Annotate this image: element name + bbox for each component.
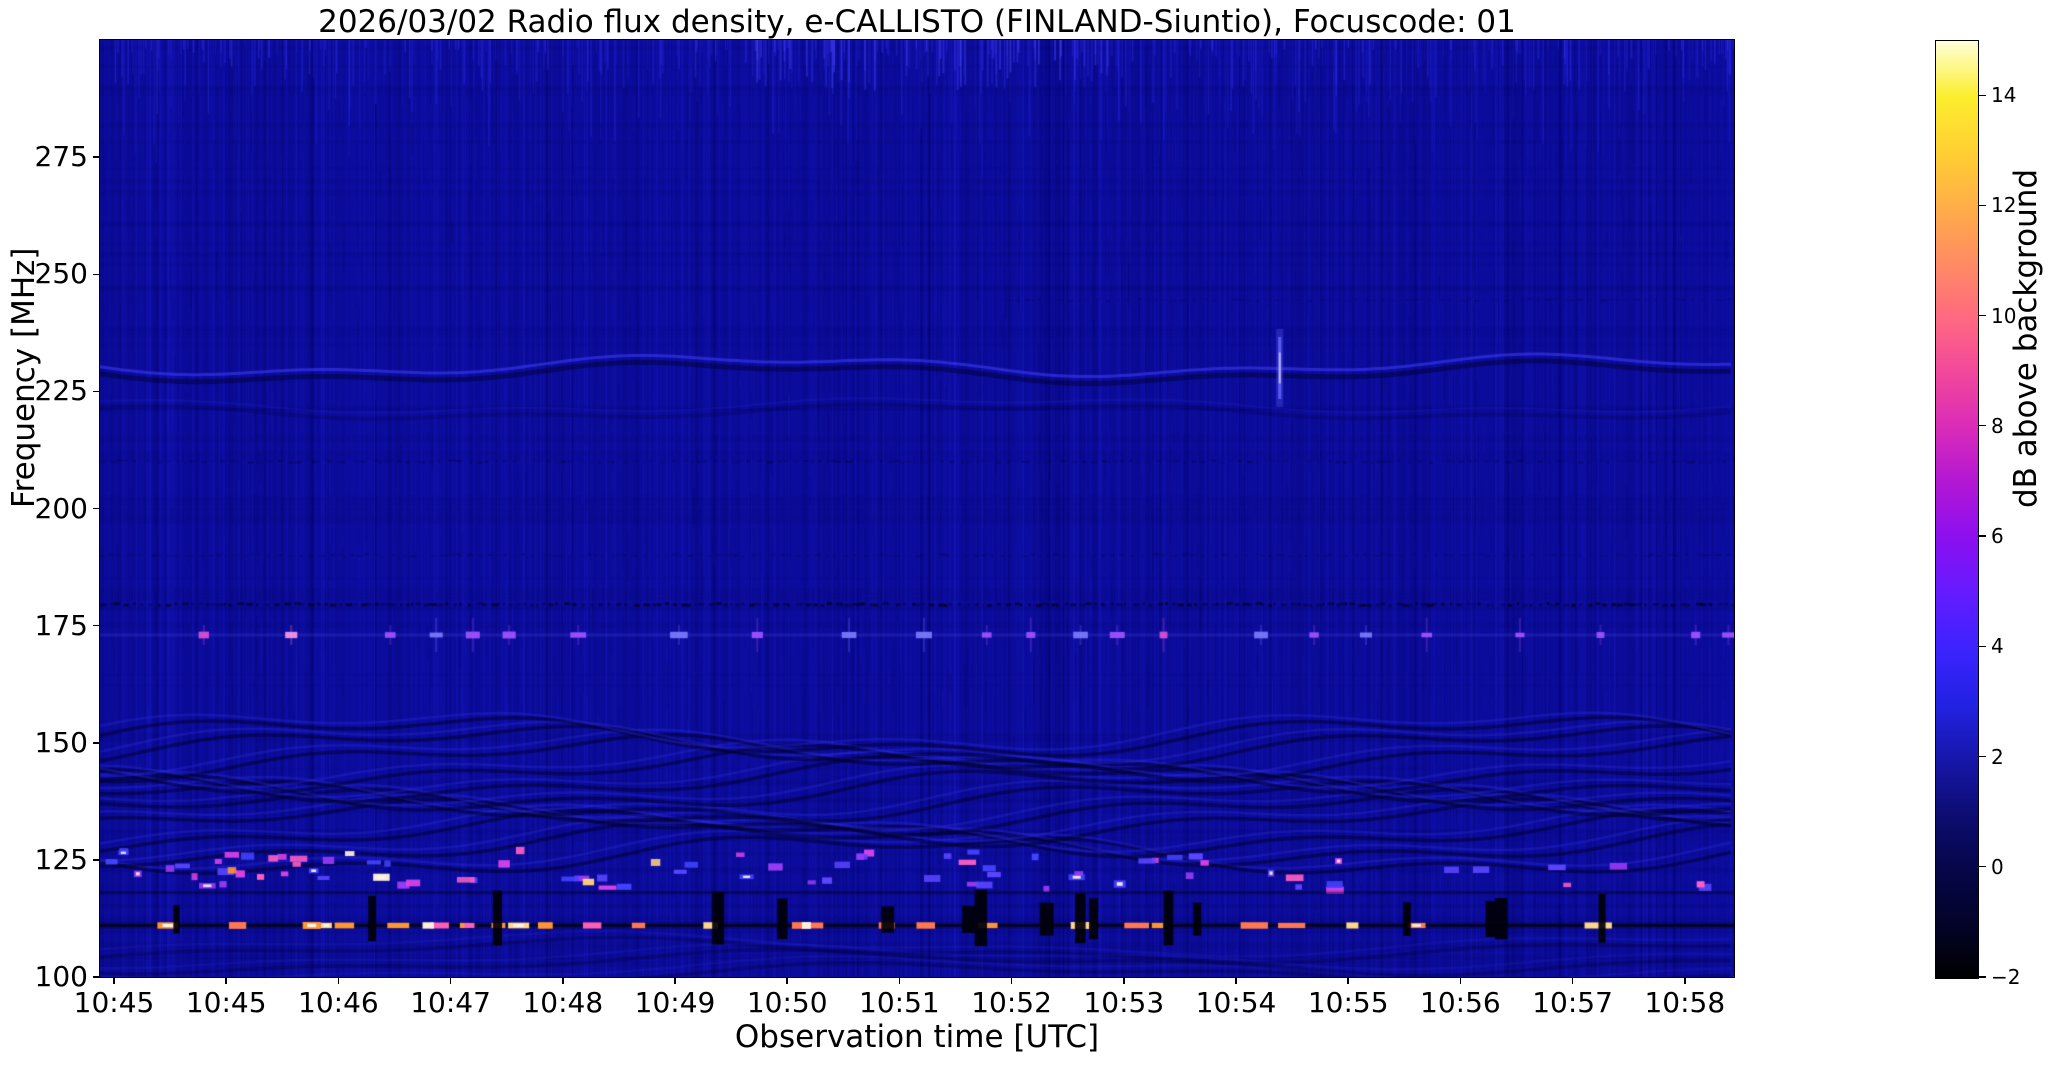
x-tick-mark	[1684, 977, 1686, 984]
x-tick-mark	[1123, 977, 1125, 984]
colorbar-tick-label: 8	[1991, 413, 2004, 438]
y-tick-mark	[93, 742, 100, 744]
x-tick-label: 10:53	[1083, 986, 1165, 1019]
colorbar-tick-label: 0	[1991, 854, 2004, 879]
x-tick-label: 10:50	[746, 986, 828, 1019]
x-tick-label: 10:47	[410, 986, 491, 1019]
x-tick-mark	[674, 977, 676, 984]
colorbar-tick-mark	[1979, 314, 1986, 317]
y-tick-label: 200	[34, 491, 88, 525]
x-tick-label: 10:52	[971, 986, 1052, 1019]
colorbar-tick-mark	[1979, 425, 1986, 427]
y-tick-label: 150	[34, 725, 88, 759]
y-tick-label: 175	[34, 608, 88, 642]
x-tick-mark	[113, 977, 115, 984]
colorbar-tick-label: 12	[1991, 193, 2017, 218]
x-tick-mark	[562, 977, 564, 984]
x-tick-label: 10:46	[298, 986, 379, 1019]
colorbar-tick-mark	[1979, 755, 1986, 758]
x-tick-label: 10:57	[1532, 986, 1613, 1019]
x-tick-label: 10:56	[1420, 986, 1501, 1019]
colorbar-tick-label: 14	[1991, 83, 2017, 108]
y-tick-mark	[93, 156, 100, 158]
y-tick-mark	[93, 976, 100, 978]
colorbar-tick-label: 10	[1991, 303, 2017, 328]
x-tick-label: 10:45	[73, 986, 155, 1019]
x-tick-mark	[1010, 977, 1013, 984]
colorbar-tick-mark	[1979, 976, 1986, 978]
colorbar-tick-mark	[1979, 645, 1986, 647]
y-tick-mark	[93, 273, 100, 275]
colorbar-tick-mark	[1979, 94, 1986, 96]
colorbar-tick-mark	[1979, 535, 1986, 537]
x-tick-label: 10:58	[1644, 986, 1726, 1019]
colorbar-tick-label: 2	[1991, 744, 2004, 769]
colorbar-tick-label: −2	[1991, 965, 2021, 989]
y-tick-mark	[93, 390, 100, 393]
colorbar-tick-mark	[1979, 204, 1986, 206]
colorbar	[1935, 40, 1979, 979]
x-tick-mark	[337, 977, 340, 984]
spectrogram-canvas	[99, 39, 1734, 977]
x-tick-label: 10:45	[185, 986, 267, 1019]
x-axis-label: Observation time [UTC]	[734, 1019, 1100, 1055]
x-tick-label: 10:48	[522, 986, 604, 1019]
y-tick-label: 225	[34, 374, 88, 408]
y-tick-label: 100	[34, 960, 88, 993]
x-tick-label: 10:49	[634, 986, 716, 1019]
x-tick-mark	[1235, 977, 1237, 984]
x-tick-label: 10:55	[1307, 986, 1389, 1019]
y-tick-label: 275	[34, 140, 88, 174]
chart-title: 2026/03/02 Radio flux density, e-CALLIST…	[318, 4, 1516, 40]
x-tick-mark	[225, 977, 227, 984]
y-tick-mark	[93, 859, 100, 861]
x-tick-mark	[1347, 977, 1349, 984]
spectrogram-plot-area	[98, 38, 1735, 978]
x-tick-mark	[898, 977, 901, 984]
colorbar-tick-label: 6	[1991, 524, 2004, 549]
y-tick-label: 125	[34, 842, 88, 876]
x-tick-mark	[449, 977, 452, 984]
y-tick-mark	[93, 507, 100, 510]
colorbar-tick-label: 4	[1991, 634, 2004, 659]
x-tick-mark	[786, 977, 788, 984]
x-tick-label: 10:54	[1195, 986, 1277, 1019]
colorbar-tick-mark	[1979, 866, 1986, 868]
x-tick-mark	[1571, 977, 1574, 984]
x-tick-mark	[1459, 977, 1462, 984]
x-tick-label: 10:51	[859, 986, 940, 1019]
y-tick-mark	[93, 624, 100, 627]
y-tick-label: 250	[34, 257, 88, 291]
